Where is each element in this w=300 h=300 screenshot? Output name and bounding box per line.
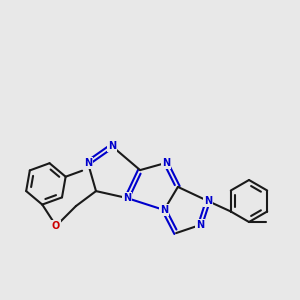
Text: N: N: [108, 141, 116, 151]
Text: N: N: [84, 158, 92, 168]
Text: O: O: [52, 221, 60, 231]
Text: N: N: [160, 205, 168, 215]
Text: N: N: [123, 193, 131, 203]
Text: N: N: [196, 220, 204, 230]
Text: N: N: [162, 158, 170, 168]
Text: N: N: [204, 196, 212, 206]
